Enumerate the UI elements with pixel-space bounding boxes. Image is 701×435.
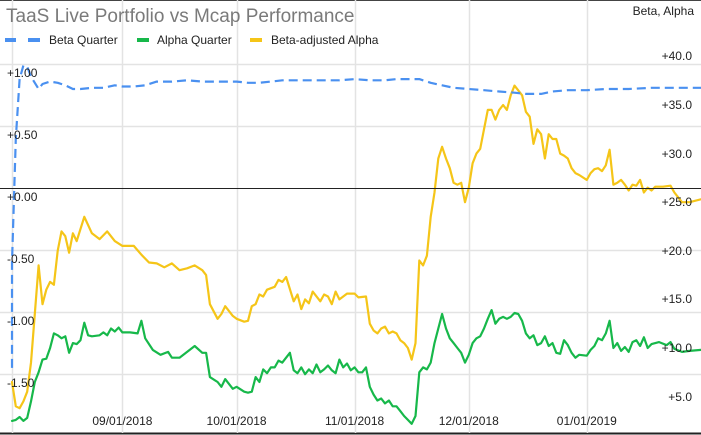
- legend: Beta Quarter Alpha Quarter Beta-adjusted…: [5, 33, 379, 47]
- legend-label-beta-adjusted-alpha: Beta-adjusted Alpha: [271, 33, 379, 47]
- right-tick-label: +25.0: [662, 195, 693, 209]
- left-tick-label: +1.00: [7, 66, 38, 80]
- left-tick-label: -1.50: [7, 376, 35, 390]
- right-tick-label: +5.0: [668, 390, 692, 404]
- left-tick-label: -0.50: [7, 252, 35, 266]
- left-tick-label: +0.50: [7, 128, 38, 142]
- x-tick-label: 09/01/2018: [92, 414, 152, 428]
- right-tick-label: +20.0: [662, 244, 693, 258]
- chart-title: TaaS Live Portfolio vs Mcap Performance: [6, 6, 355, 27]
- right-tick-label: +15.0: [662, 292, 693, 306]
- right-axis-ticks: +40.0 +35.0 +30.0 +25.0 +20.0 +15.0 +10.0 +5.0: [662, 49, 693, 404]
- series-line-beta-adjusted-alpha[interactable]: [10, 84, 701, 410]
- series-line-beta-quarter[interactable]: [10, 64, 701, 368]
- left-axis-ticks: +1.00 +0.50 +0.00 -0.50 -1.00 -1.50: [7, 66, 38, 390]
- x-tick-label: 11/01/2018: [325, 414, 384, 428]
- left-tick-label: -1.00: [7, 314, 35, 328]
- right-tick-label: +10.0: [662, 341, 693, 355]
- left-tick-label: +0.00: [7, 190, 38, 204]
- series-layer: [10, 64, 701, 425]
- legend-item-beta-adjusted-alpha[interactable]: Beta-adjusted Alpha: [250, 33, 379, 47]
- x-tick-label: 10/01/2018: [207, 414, 267, 428]
- right-tick-label: +40.0: [662, 49, 693, 63]
- legend-label-beta-quarter: Beta Quarter: [49, 33, 118, 47]
- x-tick-label: 01/01/2019: [557, 414, 617, 428]
- x-axis-ticks: 09/01/2018 10/01/2018 11/01/2018 12/01/2018…: [92, 414, 617, 428]
- series-line-alpha-quarter[interactable]: [10, 309, 701, 425]
- right-tick-label: +30.0: [662, 147, 693, 161]
- legend-item-alpha-quarter[interactable]: Alpha Quarter: [137, 33, 232, 47]
- legend-label-alpha-quarter: Alpha Quarter: [157, 33, 232, 47]
- right-tick-label: +35.0: [662, 98, 693, 112]
- right-axis-title: Beta, Alpha: [633, 4, 695, 18]
- x-tick-label: 12/01/2018: [439, 414, 499, 428]
- legend-item-beta-quarter[interactable]: Beta Quarter: [5, 33, 118, 47]
